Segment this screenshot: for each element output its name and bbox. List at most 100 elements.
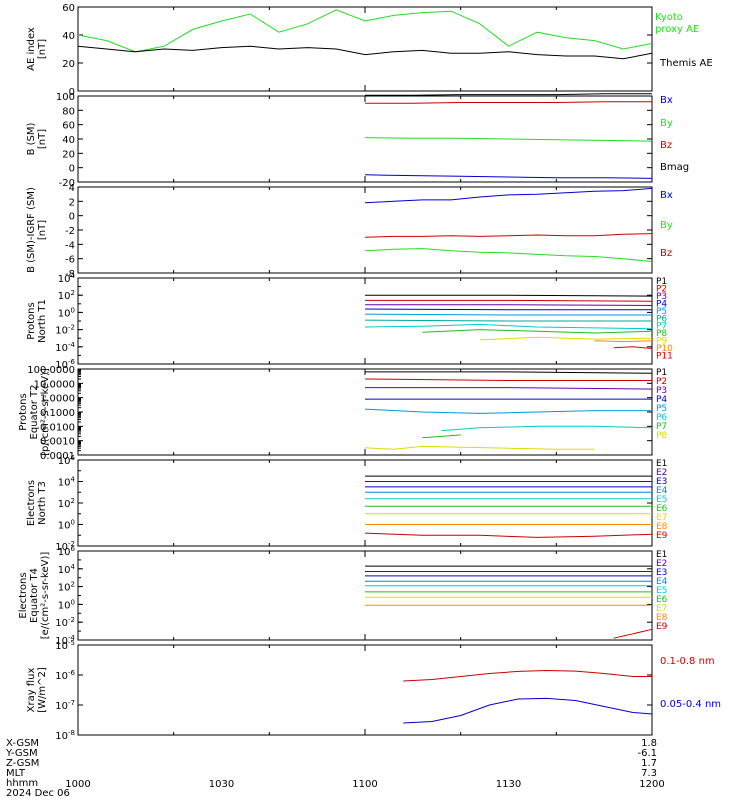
series-p5 xyxy=(364,408,652,414)
legend-label: P1 xyxy=(656,277,667,287)
y-tick-label: 0.1000 xyxy=(40,408,75,419)
y-tick-label: 106 xyxy=(58,545,76,558)
legend-label: P2 xyxy=(656,284,667,294)
legend-label: 0.1-0.8 nm xyxy=(660,656,715,667)
y-tick-label: 40 xyxy=(62,135,75,146)
time-tick-label: 1200 xyxy=(639,779,664,790)
y-axis-label: [W/m^2] xyxy=(37,667,48,713)
legend-label: E4 xyxy=(656,486,668,496)
y-tick-label: 80 xyxy=(62,106,75,117)
y-tick-label: 100 xyxy=(56,92,75,103)
y-tick-label: 40 xyxy=(62,31,75,42)
series-themis-ae xyxy=(77,45,653,60)
legend-label: E8 xyxy=(656,613,668,623)
y-axis-label: Protons xyxy=(18,393,29,430)
legend-label: P3 xyxy=(656,292,667,302)
y-axis-label: Xray flux xyxy=(26,668,37,713)
y-tick-label: 2 xyxy=(69,197,75,208)
legend-label: P1 xyxy=(656,368,667,378)
legend-label: P2 xyxy=(656,377,667,387)
y-tick-label: 100 xyxy=(58,598,75,611)
y-axis-label: [p/(cm²-s-sr-keV)] xyxy=(40,368,51,456)
plot-frame xyxy=(77,550,653,641)
legend-label: P5 xyxy=(656,404,667,414)
y-tick-label: 4 xyxy=(69,183,75,194)
footer-value: 1.7 xyxy=(641,758,657,769)
legend-label: E1 xyxy=(656,550,667,560)
y-tick-label: 102 xyxy=(58,497,75,510)
legend-label: E7 xyxy=(656,604,667,614)
y-tick-label: 100 xyxy=(58,306,75,319)
legend-label: E1 xyxy=(656,459,667,469)
legend-label: Bx xyxy=(660,95,673,106)
time-tick-label: 1100 xyxy=(352,779,377,790)
series-p11 xyxy=(613,346,653,349)
legend-label: P11 xyxy=(656,352,673,362)
y-axis-label: [e/(cm²-s-sr-keV)] xyxy=(40,552,51,640)
y-axis-label: B (SM)-IGRF (SM) xyxy=(26,187,37,273)
legend-label: By xyxy=(660,118,673,129)
legend-label: Bz xyxy=(660,140,672,151)
legend-label: E2 xyxy=(656,559,667,569)
legend-label: E6 xyxy=(656,504,668,514)
footer-value: -6.1 xyxy=(637,748,657,759)
series-p8 xyxy=(422,329,653,334)
panel-4: 10-6 10-4 10-2 100 102 104 Protons North T1 P1P2… xyxy=(26,272,673,371)
y-tick-label: 10-4 xyxy=(55,634,75,647)
series-e9 xyxy=(613,628,653,639)
series-by xyxy=(364,137,653,142)
footer-label: MLT xyxy=(6,768,26,779)
y-tick-label: 10-5 xyxy=(55,639,75,652)
y-tick-label: 102 xyxy=(58,289,75,302)
y-tick-label: 0.0010 xyxy=(40,437,75,448)
series-kyoto-proxy-ae xyxy=(77,9,653,53)
y-tick-label: 60 xyxy=(62,3,75,14)
series-p2 xyxy=(364,378,652,381)
y-axis-label: B (SM) xyxy=(26,122,37,155)
series-bz xyxy=(365,101,652,104)
legend-label: proxy AE xyxy=(655,24,699,35)
legend-label: E5 xyxy=(656,586,667,596)
y-tick-label: 10.0000 xyxy=(34,379,75,390)
plot-frame xyxy=(77,95,653,183)
series-p7 xyxy=(422,434,461,439)
footer-label: 2024 Dec 06 xyxy=(6,788,70,799)
y-tick-label: -4 xyxy=(65,240,75,251)
y-tick-label: 10-6 xyxy=(55,358,75,371)
legend-label: P6 xyxy=(656,413,667,423)
y-tick-label: 104 xyxy=(58,563,76,576)
y-tick-label: 1.0000 xyxy=(40,394,75,405)
y-axis-label: North T3 xyxy=(37,481,48,525)
series-p2 xyxy=(365,299,653,302)
series-p6 xyxy=(364,319,652,322)
series-p6 xyxy=(441,425,653,432)
legend-label: P6 xyxy=(656,314,667,324)
series-bx xyxy=(364,187,653,204)
y-tick-label: 104 xyxy=(58,272,76,285)
y-axis-label: Equator T4 xyxy=(29,568,40,623)
y-axis-label: North T1 xyxy=(37,299,48,343)
legend-label: P4 xyxy=(656,395,667,405)
legend-label: P8 xyxy=(656,329,667,339)
y-tick-label: -2 xyxy=(65,226,75,237)
legend-label: E9 xyxy=(656,622,668,632)
y-axis-label: Electrons xyxy=(18,572,29,618)
series-p10 xyxy=(594,340,653,343)
footer-label: X-GSM xyxy=(6,738,39,749)
series-e9 xyxy=(364,532,653,538)
series-p3 xyxy=(365,387,653,390)
legend-label: E7 xyxy=(656,513,667,523)
panel-5: 0.0001 0.0010 0.0100 0.1000 1.0000 10.0000 100… xyxy=(18,365,667,462)
y-tick-label: 0 xyxy=(69,212,75,223)
y-tick-label: 10-8 xyxy=(55,729,75,742)
footer-label: Z-GSM xyxy=(6,758,39,769)
series-p1 xyxy=(365,294,653,297)
footer-label: hhmm xyxy=(6,778,38,789)
panel-3: -8 -6 -4 -2 0 2 4 B (SM)-IGRF (SM) [nT] Bx By Bz xyxy=(26,183,673,280)
legend-label: E2 xyxy=(656,468,667,478)
series-bx xyxy=(364,174,653,179)
y-tick-label: 100.0000 xyxy=(27,365,75,376)
y-tick-label: 10-2 xyxy=(55,540,75,553)
y-tick-label: -20 xyxy=(59,178,75,189)
